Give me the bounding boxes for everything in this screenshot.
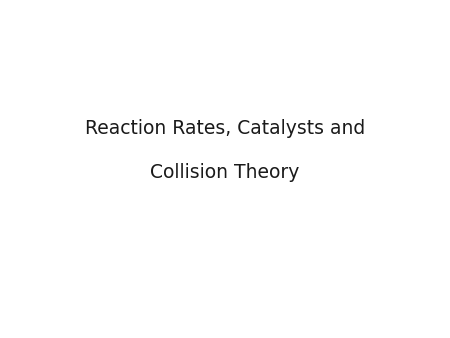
Text: Collision Theory: Collision Theory	[150, 163, 300, 182]
Text: Reaction Rates, Catalysts and: Reaction Rates, Catalysts and	[85, 119, 365, 138]
